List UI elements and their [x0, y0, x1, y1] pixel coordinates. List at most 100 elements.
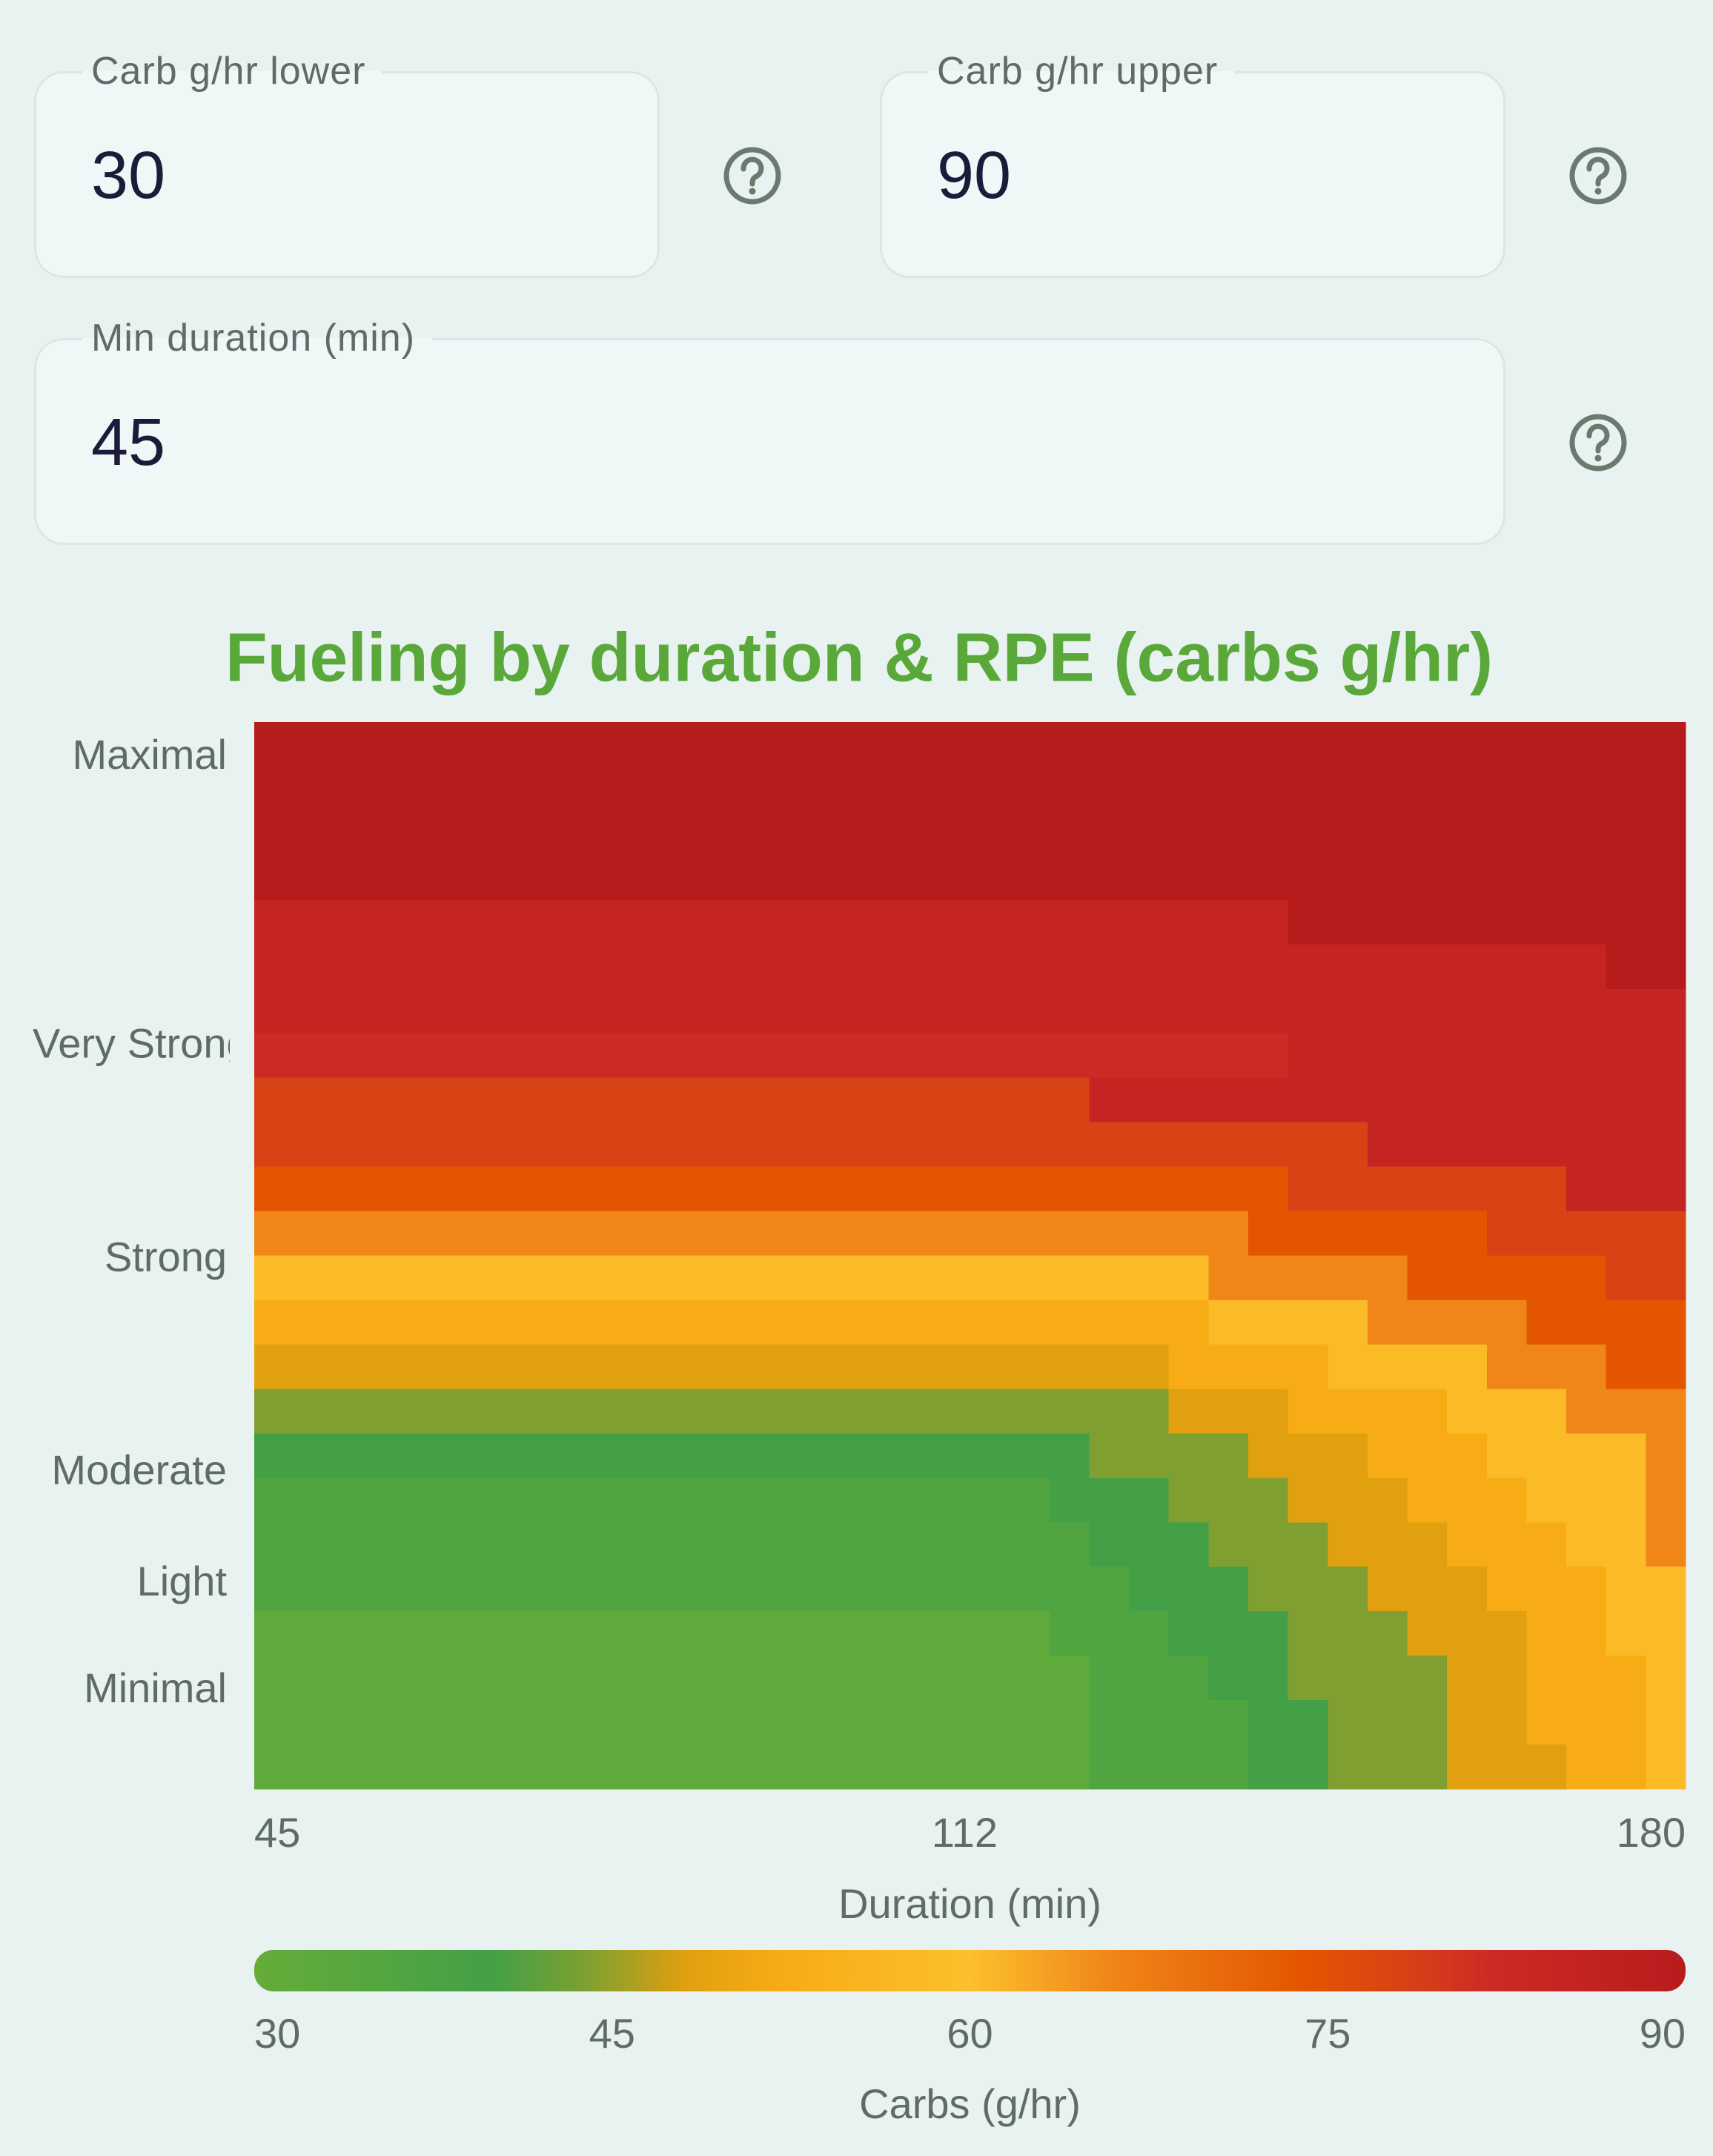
- heatmap-cell: [731, 1211, 772, 1257]
- heatmap-cell: [254, 1745, 295, 1790]
- heatmap-cell: [572, 988, 613, 1034]
- heatmap-cell: [652, 722, 692, 767]
- heatmap-cell: [1049, 1344, 1090, 1389]
- heatmap-cell: [771, 1611, 812, 1656]
- heatmap-cell: [930, 722, 971, 767]
- heatmap-cell: [254, 855, 295, 901]
- heatmap-cell: [810, 1611, 852, 1656]
- heatmap-cell: [652, 1611, 692, 1656]
- heatmap-cell: [492, 1656, 534, 1701]
- heatmap-cell: [532, 1433, 573, 1478]
- heatmap-cell: [373, 1344, 414, 1389]
- field-label: Carb g/hr upper: [928, 47, 1235, 96]
- field-value[interactable]: 30: [91, 139, 166, 213]
- heatmap-cell: [1129, 1122, 1170, 1168]
- heatmap-cell: [1367, 1255, 1408, 1301]
- heatmap-cell: [1486, 1211, 1528, 1257]
- field-value[interactable]: 90: [937, 139, 1012, 213]
- heatmap-cell: [1606, 722, 1646, 767]
- help-icon[interactable]: [1566, 411, 1630, 474]
- heatmap-cell: [1407, 1478, 1448, 1523]
- field-value[interactable]: 45: [91, 406, 166, 480]
- heatmap-cell: [1407, 1166, 1448, 1212]
- heatmap-cell: [413, 855, 454, 901]
- heatmap-cell: [771, 1700, 812, 1745]
- heatmap-cell: [930, 855, 971, 901]
- input-field[interactable]: Carb g/hr lower 30: [34, 47, 660, 278]
- heatmap-cell: [692, 944, 732, 990]
- help-icon[interactable]: [720, 144, 784, 208]
- heatmap-cell: [612, 1389, 652, 1434]
- heatmap-cell: [612, 1255, 652, 1301]
- heatmap-cell: [294, 988, 334, 1034]
- input-field[interactable]: Carb g/hr upper 90: [880, 47, 1505, 278]
- heatmap-cell: [334, 1478, 374, 1523]
- heatmap-cell: [1566, 944, 1607, 990]
- heatmap-cell: [850, 1300, 891, 1346]
- heatmap-cell: [1486, 1433, 1528, 1478]
- heatmap-cell: [1447, 1122, 1488, 1168]
- heatmap-cell: [890, 1300, 931, 1346]
- heatmap-cell: [1447, 1255, 1488, 1301]
- heatmap-cell: [1168, 1211, 1209, 1257]
- heatmap-cell: [453, 1478, 494, 1523]
- heatmap-cell: [1089, 855, 1130, 901]
- heatmap-cell: [373, 899, 414, 945]
- heatmap-cell: [373, 810, 414, 856]
- heatmap-cell: [334, 722, 374, 767]
- heatmap-cell: [1049, 1656, 1090, 1701]
- heatmap-cell: [1328, 1389, 1368, 1434]
- heatmap-cell: [1447, 1567, 1488, 1612]
- heatmap-cell: [810, 1300, 852, 1346]
- heatmap-cell: [771, 1211, 812, 1257]
- heatmap-cell: [890, 1033, 931, 1079]
- input-field[interactable]: Min duration (min) 45: [34, 314, 1505, 545]
- heatmap-cell: [413, 1433, 454, 1478]
- heatmap-cell: [1010, 1166, 1050, 1212]
- heatmap-cell: [373, 1166, 414, 1212]
- heatmap-cell: [930, 1656, 971, 1701]
- heatmap-cell: [532, 899, 573, 945]
- heatmap-cell: [1646, 1033, 1686, 1079]
- heatmap-cell: [413, 810, 454, 856]
- heatmap-cell: [970, 1700, 1010, 1745]
- heatmap-cell: [1328, 1567, 1368, 1612]
- heatmap-cell: [492, 1745, 534, 1790]
- heatmap-cell: [1288, 899, 1328, 945]
- heatmap-cell: [731, 988, 772, 1034]
- heatmap-cell: [612, 1211, 652, 1257]
- heatmap-cell: [930, 1700, 971, 1745]
- heatmap-cell: [1089, 1300, 1130, 1346]
- heatmap-cell: [1288, 1211, 1328, 1257]
- heatmap-cell: [1407, 1255, 1448, 1301]
- heatmap-cell: [731, 722, 772, 767]
- heatmap-cell: [1208, 1077, 1249, 1123]
- heatmap-cell: [1129, 1567, 1170, 1612]
- heatmap-cell: [970, 1255, 1010, 1301]
- heatmap-cell: [1089, 1255, 1130, 1301]
- heatmap-cell: [1049, 1745, 1090, 1790]
- heatmap-cell: [731, 1300, 772, 1346]
- heatmap-cell: [572, 855, 613, 901]
- heatmap-cell: [492, 1255, 534, 1301]
- heatmap-cell: [373, 1745, 414, 1790]
- heatmap-cell: [1447, 1300, 1488, 1346]
- heatmap-cell: [1447, 810, 1488, 856]
- heatmap-cell: [1010, 855, 1050, 901]
- heatmap-cell: [850, 1211, 891, 1257]
- heatmap-cell: [930, 810, 971, 856]
- heatmap-cell: [1606, 1745, 1646, 1790]
- heatmap-cell: [532, 766, 573, 812]
- heatmap-cell: [1248, 1478, 1289, 1523]
- heatmap-cell: [612, 855, 652, 901]
- heatmap-cell: [1328, 1166, 1368, 1212]
- help-icon[interactable]: [1566, 144, 1630, 208]
- heatmap-cell: [453, 1389, 494, 1434]
- heatmap-cell: [532, 1611, 573, 1656]
- heatmap-cell: [1129, 1389, 1170, 1434]
- heatmap-cell: [334, 1389, 374, 1434]
- heatmap-cell: [1447, 1611, 1488, 1656]
- heatmap-cell: [1248, 1611, 1289, 1656]
- heatmap-cell: [1447, 1077, 1488, 1123]
- heatmap-cell: [1606, 1478, 1646, 1523]
